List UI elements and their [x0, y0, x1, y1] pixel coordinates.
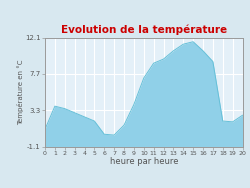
X-axis label: heure par heure: heure par heure	[110, 157, 178, 166]
Title: Evolution de la température: Evolution de la température	[61, 25, 227, 35]
Y-axis label: Température en °C: Température en °C	[17, 59, 24, 125]
